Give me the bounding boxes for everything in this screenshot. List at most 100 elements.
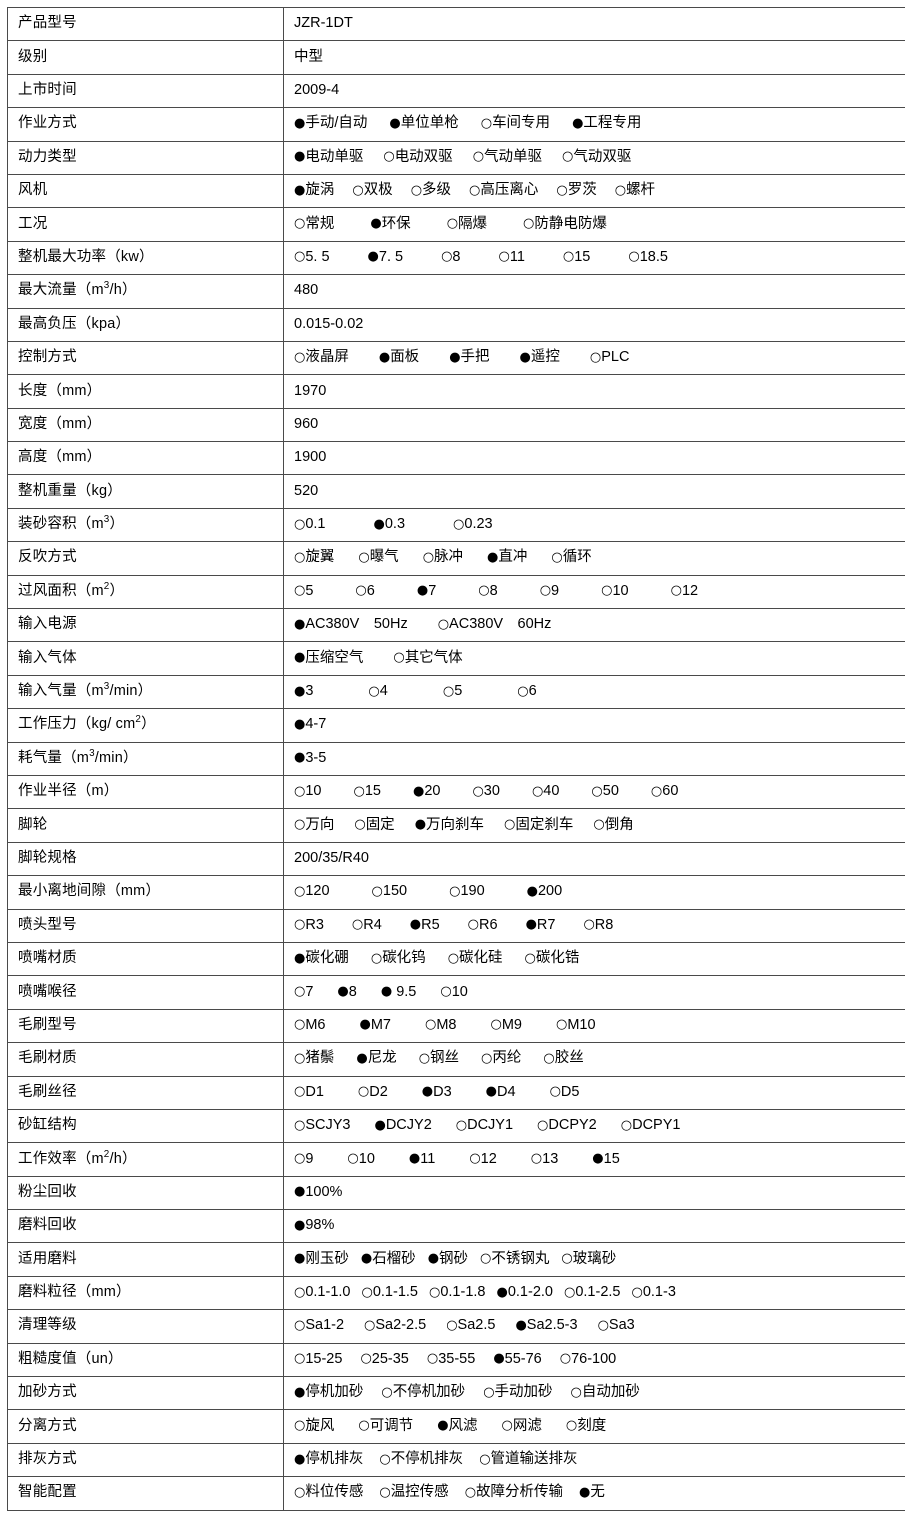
option-unselected[interactable]: 25-35 bbox=[360, 1351, 408, 1368]
option-selected[interactable]: 风滤 bbox=[437, 1418, 477, 1435]
option-unselected[interactable]: D1 bbox=[294, 1084, 324, 1101]
option-unselected[interactable]: 液晶屏 bbox=[294, 349, 349, 366]
option-unselected[interactable]: 手动加砂 bbox=[483, 1384, 552, 1401]
option-selected[interactable]: 单位单枪 bbox=[389, 115, 458, 132]
option-selected[interactable]: 3 bbox=[294, 683, 313, 700]
option-unselected[interactable]: 碳化硅 bbox=[448, 950, 503, 967]
option-unselected[interactable]: 旋翼 bbox=[294, 549, 334, 566]
option-unselected[interactable]: DCJY1 bbox=[456, 1117, 513, 1134]
option-unselected[interactable]: 0.1-3 bbox=[632, 1284, 676, 1301]
option-selected[interactable]: 7 bbox=[417, 583, 436, 600]
option-selected[interactable]: 0.3 bbox=[374, 516, 406, 533]
option-unselected[interactable]: PLC bbox=[590, 349, 630, 366]
option-unselected[interactable]: 双极 bbox=[352, 182, 392, 199]
option-unselected[interactable]: 76-100 bbox=[560, 1351, 617, 1368]
option-unselected[interactable]: 料位传感 bbox=[294, 1484, 363, 1501]
option-selected[interactable]: 11 bbox=[409, 1151, 435, 1168]
option-selected[interactable]: 遥控 bbox=[520, 349, 560, 366]
option-selected[interactable]: 55-76 bbox=[493, 1351, 541, 1368]
option-unselected[interactable]: 5 bbox=[443, 683, 462, 700]
option-unselected[interactable]: 玻璃砂 bbox=[561, 1251, 616, 1268]
option-selected[interactable]: 停机排灰 bbox=[294, 1451, 363, 1468]
option-selected[interactable]: 旋涡 bbox=[294, 182, 334, 199]
option-selected[interactable]: R5 bbox=[410, 917, 440, 934]
option-selected[interactable]: 9.5 bbox=[381, 984, 417, 1001]
option-selected[interactable]: 刚玉砂 bbox=[294, 1251, 349, 1268]
option-selected[interactable]: 环保 bbox=[370, 216, 410, 233]
option-unselected[interactable]: 5. 5 bbox=[294, 249, 330, 266]
option-unselected[interactable]: 8 bbox=[478, 583, 497, 600]
option-selected[interactable]: R7 bbox=[526, 917, 556, 934]
option-unselected[interactable]: DCPY2 bbox=[537, 1117, 597, 1134]
option-unselected[interactable]: 碳化锆 bbox=[525, 950, 580, 967]
option-unselected[interactable]: 固定刹车 bbox=[504, 817, 573, 834]
option-unselected[interactable]: R4 bbox=[352, 917, 382, 934]
option-unselected[interactable]: 7 bbox=[294, 984, 313, 1001]
option-unselected[interactable]: 胶丝 bbox=[543, 1050, 583, 1067]
option-unselected[interactable]: 常规 bbox=[294, 216, 334, 233]
option-selected[interactable]: D3 bbox=[422, 1084, 452, 1101]
option-unselected[interactable]: 10 bbox=[294, 783, 321, 800]
option-unselected[interactable]: 4 bbox=[368, 683, 387, 700]
option-unselected[interactable]: 可调节 bbox=[358, 1418, 413, 1435]
option-selected[interactable]: DCJY2 bbox=[374, 1117, 431, 1134]
option-unselected[interactable]: Sa1-2 bbox=[294, 1317, 344, 1334]
option-selected[interactable]: 石榴砂 bbox=[361, 1251, 416, 1268]
option-selected[interactable]: 8 bbox=[337, 984, 356, 1001]
option-unselected[interactable]: 15 bbox=[563, 249, 590, 266]
option-unselected[interactable]: 190 bbox=[449, 883, 485, 900]
option-selected[interactable]: 0.1-2.0 bbox=[497, 1284, 554, 1301]
option-selected[interactable]: 3-5 bbox=[294, 750, 326, 767]
option-unselected[interactable]: 60 bbox=[651, 783, 678, 800]
option-unselected[interactable]: 曝气 bbox=[358, 549, 398, 566]
option-unselected[interactable]: 猪鬃 bbox=[294, 1050, 334, 1067]
option-unselected[interactable]: 不停机排灰 bbox=[379, 1451, 463, 1468]
option-unselected[interactable]: 0.1 bbox=[294, 516, 326, 533]
option-selected[interactable]: 电动单驱 bbox=[294, 149, 363, 166]
option-selected[interactable]: 15 bbox=[592, 1151, 619, 1168]
option-selected[interactable]: 98% bbox=[294, 1217, 334, 1234]
option-unselected[interactable]: 15-25 bbox=[294, 1351, 342, 1368]
option-unselected[interactable]: 9 bbox=[540, 583, 559, 600]
option-unselected[interactable]: 自动加砂 bbox=[571, 1384, 640, 1401]
option-unselected[interactable]: 150 bbox=[372, 883, 408, 900]
option-unselected[interactable]: 30 bbox=[472, 783, 499, 800]
option-unselected[interactable]: AC380V 60Hz bbox=[438, 616, 552, 633]
option-unselected[interactable]: 钢丝 bbox=[419, 1050, 459, 1067]
option-unselected[interactable]: 温控传感 bbox=[379, 1484, 448, 1501]
option-unselected[interactable]: Sa3 bbox=[598, 1317, 635, 1334]
option-unselected[interactable]: R8 bbox=[583, 917, 613, 934]
option-unselected[interactable]: 18.5 bbox=[628, 249, 668, 266]
option-selected[interactable]: 100% bbox=[294, 1184, 342, 1201]
option-unselected[interactable]: 6 bbox=[517, 683, 536, 700]
option-unselected[interactable]: 6 bbox=[355, 583, 374, 600]
option-unselected[interactable]: 螺杆 bbox=[615, 182, 655, 199]
option-unselected[interactable]: 其它气体 bbox=[393, 650, 462, 667]
option-selected[interactable]: 尼龙 bbox=[356, 1050, 396, 1067]
option-unselected[interactable]: R6 bbox=[468, 917, 498, 934]
option-unselected[interactable]: M9 bbox=[491, 1017, 523, 1034]
option-unselected[interactable]: 固定 bbox=[354, 817, 394, 834]
option-unselected[interactable]: D2 bbox=[358, 1084, 388, 1101]
option-unselected[interactable]: 故障分析传输 bbox=[465, 1484, 563, 1501]
option-unselected[interactable]: 丙纶 bbox=[481, 1050, 521, 1067]
option-unselected[interactable]: M6 bbox=[294, 1017, 326, 1034]
option-unselected[interactable]: 0.1-1.8 bbox=[429, 1284, 486, 1301]
option-unselected[interactable]: 车间专用 bbox=[481, 115, 550, 132]
option-unselected[interactable]: 倒角 bbox=[593, 817, 633, 834]
option-unselected[interactable]: 防静电防爆 bbox=[523, 216, 607, 233]
option-unselected[interactable]: 0.1-1.5 bbox=[362, 1284, 419, 1301]
option-unselected[interactable]: 不锈钢丸 bbox=[480, 1251, 549, 1268]
option-selected[interactable]: M7 bbox=[360, 1017, 392, 1034]
option-unselected[interactable]: 刻度 bbox=[566, 1418, 606, 1435]
option-unselected[interactable]: M8 bbox=[425, 1017, 457, 1034]
option-unselected[interactable]: 网滤 bbox=[502, 1418, 542, 1435]
option-selected[interactable]: 手动/自动 bbox=[294, 115, 367, 132]
option-selected[interactable]: Sa2.5-3 bbox=[515, 1317, 577, 1334]
option-unselected[interactable]: 120 bbox=[294, 883, 330, 900]
option-selected[interactable]: 7. 5 bbox=[368, 249, 404, 266]
option-unselected[interactable]: 35-55 bbox=[427, 1351, 475, 1368]
option-unselected[interactable]: 气动单驱 bbox=[473, 149, 542, 166]
option-unselected[interactable]: DCPY1 bbox=[621, 1117, 681, 1134]
option-unselected[interactable]: 多级 bbox=[411, 182, 451, 199]
